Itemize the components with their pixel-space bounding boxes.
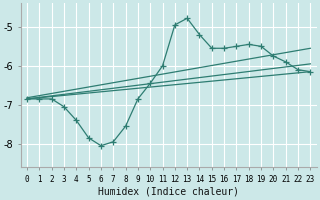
X-axis label: Humidex (Indice chaleur): Humidex (Indice chaleur) xyxy=(98,187,239,197)
